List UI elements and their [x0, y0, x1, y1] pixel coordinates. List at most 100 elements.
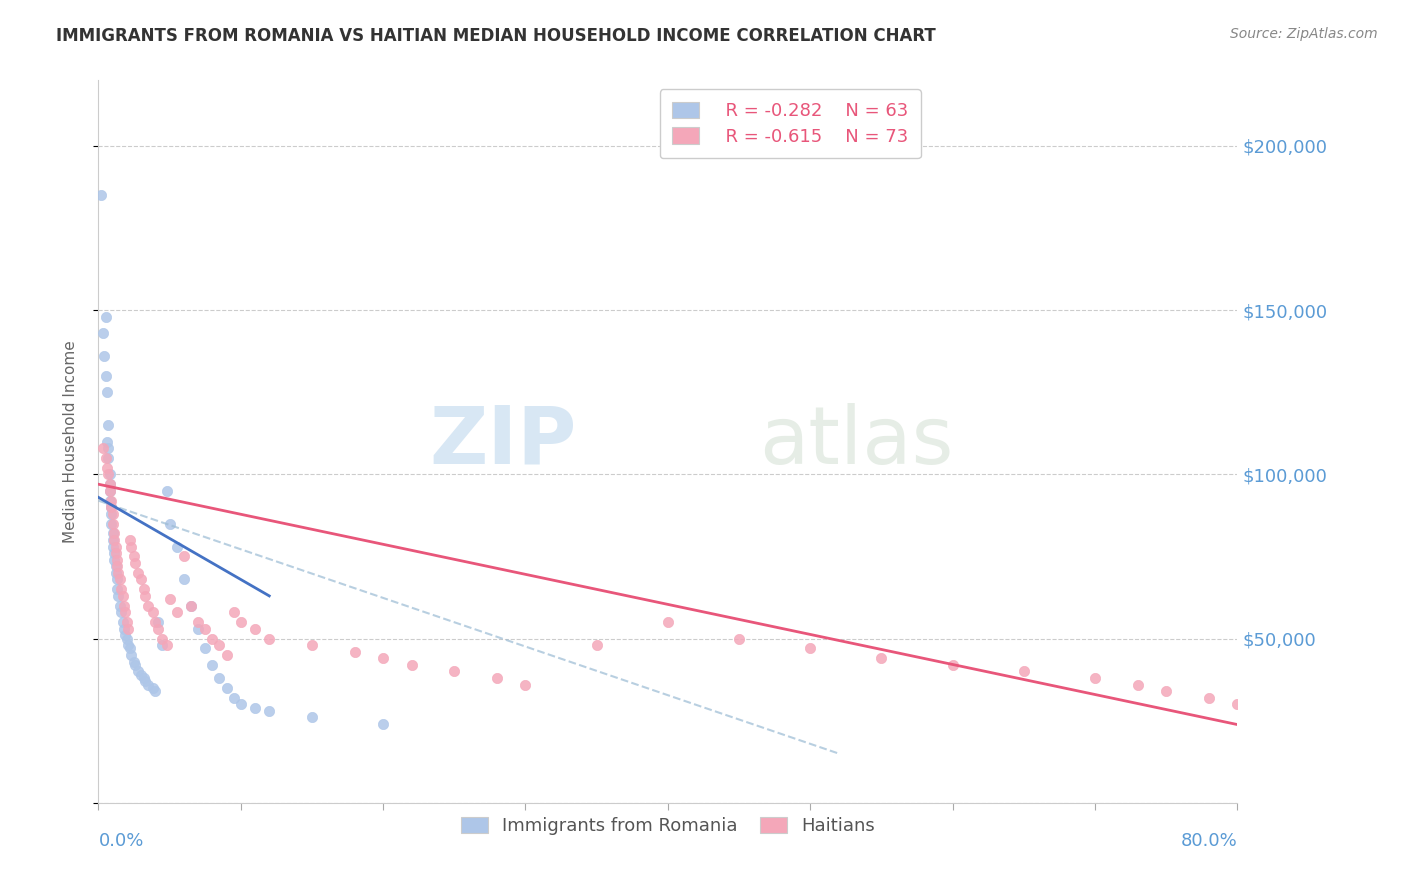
Point	[1268, 717, 1291, 731]
Point	[97, 450, 120, 465]
Point	[104, 566, 127, 580]
Point	[1126, 677, 1149, 691]
Point	[187, 615, 209, 630]
Point	[94, 310, 117, 324]
Point	[111, 589, 134, 603]
Point	[104, 540, 127, 554]
Point	[103, 526, 125, 541]
Point	[1084, 671, 1107, 685]
Point	[122, 655, 145, 669]
Point	[229, 698, 252, 712]
Point	[100, 493, 122, 508]
Point	[243, 700, 266, 714]
Point	[103, 546, 125, 560]
Point	[373, 651, 395, 665]
Point	[129, 573, 152, 587]
Point	[259, 704, 281, 718]
Point	[105, 559, 128, 574]
Point	[180, 599, 202, 613]
Point	[132, 671, 155, 685]
Point	[90, 188, 112, 202]
Point	[373, 717, 395, 731]
Y-axis label: Median Household Income: Median Household Income	[63, 340, 77, 543]
Point	[117, 638, 139, 652]
Point	[159, 516, 181, 531]
Point	[118, 641, 141, 656]
Point	[728, 632, 751, 646]
Point	[93, 349, 115, 363]
Point	[127, 665, 149, 679]
Point	[159, 592, 181, 607]
Point	[180, 599, 202, 613]
Text: ZIP: ZIP	[429, 402, 576, 481]
Point	[129, 667, 152, 681]
Point	[156, 638, 179, 652]
Point	[194, 641, 217, 656]
Point	[1240, 704, 1263, 718]
Point	[1254, 710, 1277, 724]
Point	[201, 632, 224, 646]
Point	[117, 622, 139, 636]
Point	[1226, 698, 1249, 712]
Point	[301, 638, 323, 652]
Point	[208, 671, 231, 685]
Point	[343, 645, 366, 659]
Point	[301, 710, 323, 724]
Point	[97, 467, 120, 482]
Point	[173, 573, 195, 587]
Point	[105, 553, 128, 567]
Point	[91, 326, 114, 341]
Point	[120, 540, 142, 554]
Point	[166, 540, 188, 554]
Point	[120, 648, 142, 662]
Point	[105, 573, 128, 587]
Point	[94, 450, 117, 465]
Point	[443, 665, 465, 679]
Point	[942, 657, 965, 672]
Point	[243, 622, 266, 636]
Point	[96, 460, 118, 475]
Text: Source: ZipAtlas.com: Source: ZipAtlas.com	[1230, 27, 1378, 41]
Text: atlas: atlas	[759, 402, 953, 481]
Point	[152, 638, 174, 652]
Text: 80.0%: 80.0%	[1181, 831, 1237, 850]
Point	[486, 671, 509, 685]
Point	[115, 632, 138, 646]
Point	[145, 684, 167, 698]
Text: IMMIGRANTS FROM ROMANIA VS HAITIAN MEDIAN HOUSEHOLD INCOME CORRELATION CHART: IMMIGRANTS FROM ROMANIA VS HAITIAN MEDIA…	[56, 27, 936, 45]
Point	[152, 632, 174, 646]
Point	[94, 368, 117, 383]
Point	[799, 641, 821, 656]
Point	[103, 533, 125, 547]
Point	[1154, 684, 1177, 698]
Point	[96, 434, 118, 449]
Point	[208, 638, 231, 652]
Point	[401, 657, 423, 672]
Point	[156, 483, 179, 498]
Point	[222, 690, 245, 705]
Point	[114, 628, 136, 642]
Point	[101, 516, 124, 531]
Point	[98, 467, 121, 482]
Point	[215, 681, 238, 695]
Point	[118, 533, 141, 547]
Point	[134, 674, 156, 689]
Point	[108, 599, 131, 613]
Point	[585, 638, 607, 652]
Point	[657, 615, 679, 630]
Point	[1012, 665, 1035, 679]
Point	[127, 566, 149, 580]
Point	[98, 483, 121, 498]
Point	[114, 605, 136, 619]
Point	[124, 657, 146, 672]
Point	[148, 622, 170, 636]
Point	[100, 516, 122, 531]
Point	[112, 622, 135, 636]
Point	[98, 483, 121, 498]
Point	[194, 622, 217, 636]
Point	[98, 477, 121, 491]
Point	[111, 615, 134, 630]
Point	[107, 589, 129, 603]
Point	[101, 533, 124, 547]
Point	[187, 622, 209, 636]
